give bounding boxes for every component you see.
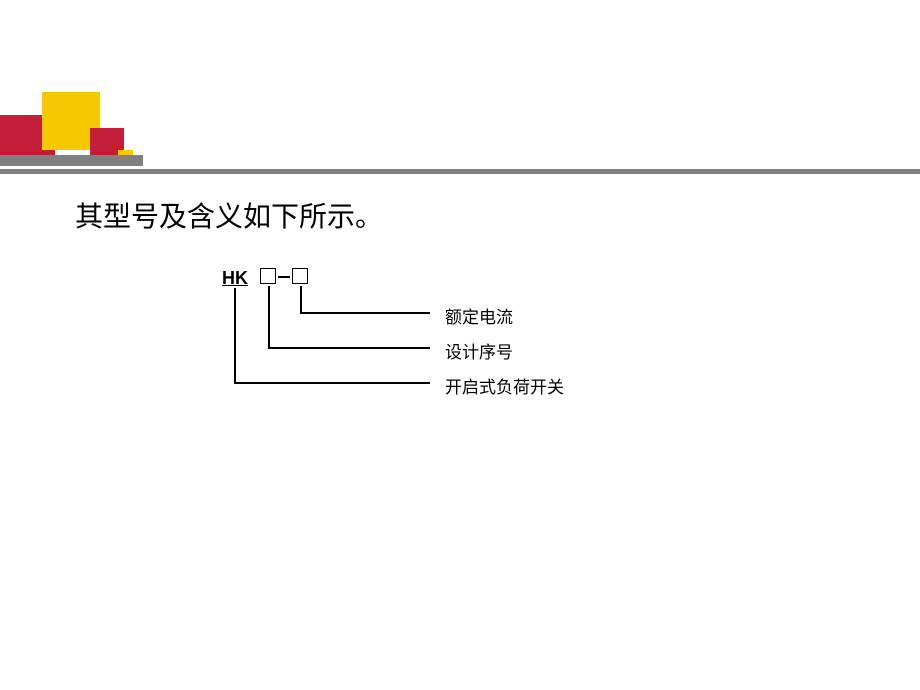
- hline-1: [300, 312, 430, 314]
- gray-bar-2: [0, 169, 920, 174]
- box-serial: [260, 268, 276, 284]
- vline-3: [234, 288, 236, 383]
- dash-connector: [278, 276, 290, 278]
- model-diagram: HK 额定电流 设计序号 开启式负荷开关: [210, 268, 660, 448]
- box-current: [292, 268, 308, 284]
- hline-3: [234, 382, 430, 384]
- title-text: 其型号及含义如下所示。: [75, 195, 383, 235]
- hk-prefix: HK: [222, 268, 248, 289]
- label-open-switch: 开启式负荷开关: [445, 373, 564, 398]
- label-design-serial: 设计序号: [445, 338, 513, 363]
- gray-bar-1: [0, 155, 143, 166]
- label-rated-current: 额定电流: [445, 303, 513, 328]
- vline-2: [268, 286, 270, 348]
- hline-2: [268, 347, 430, 349]
- slide-decoration: [0, 0, 920, 180]
- vline-1: [300, 286, 302, 313]
